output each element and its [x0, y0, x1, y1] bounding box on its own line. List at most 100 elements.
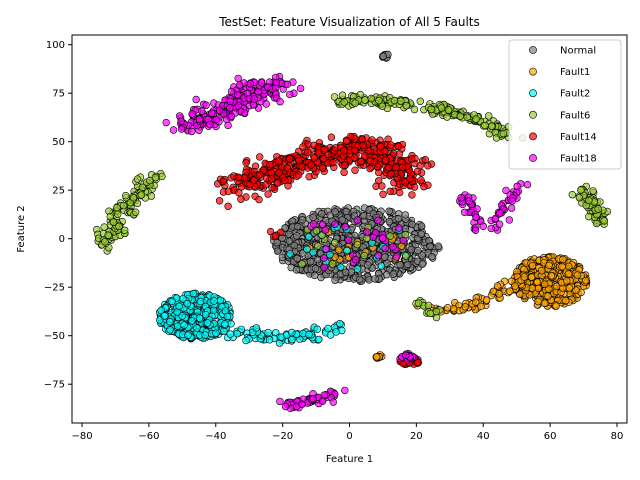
data-point	[336, 263, 345, 271]
legend-marker	[529, 154, 537, 162]
data-point	[162, 118, 170, 127]
data-point	[397, 97, 405, 105]
data-point	[408, 220, 416, 229]
data-point	[188, 110, 196, 118]
data-point	[374, 216, 382, 225]
data-point	[545, 285, 553, 293]
data-point	[564, 270, 573, 278]
data-point	[113, 210, 122, 218]
data-point	[424, 162, 432, 170]
data-point	[378, 234, 387, 242]
legend-label: Fault6	[560, 110, 590, 121]
data-point	[482, 296, 491, 304]
data-point	[168, 297, 176, 305]
data-point	[396, 261, 404, 269]
data-point	[477, 302, 485, 310]
data-point	[507, 204, 516, 212]
data-point	[281, 176, 289, 185]
data-point	[293, 232, 301, 240]
data-point	[131, 208, 140, 216]
x-axis-label: Feature 1	[326, 454, 373, 465]
data-point	[233, 330, 241, 338]
data-point	[174, 322, 182, 330]
data-point	[350, 153, 359, 162]
data-point	[320, 254, 328, 262]
data-point	[499, 129, 508, 138]
data-point	[559, 255, 567, 264]
data-point	[342, 207, 351, 216]
data-point	[589, 187, 597, 195]
data-point	[313, 325, 321, 333]
data-point	[326, 331, 335, 339]
data-point	[203, 319, 212, 327]
data-point	[274, 179, 282, 187]
data-point	[573, 271, 582, 279]
data-point	[357, 157, 365, 166]
data-point	[575, 194, 584, 202]
y-axis: −75 −50 −25 0 25 50 75 100	[44, 40, 72, 391]
data-point	[545, 261, 553, 270]
data-point	[138, 183, 147, 192]
legend-item-fault18: Fault18	[529, 154, 597, 165]
data-point	[562, 277, 571, 285]
legend-marker	[529, 46, 537, 54]
data-point	[305, 233, 313, 241]
data-point	[106, 212, 115, 221]
data-point	[216, 296, 225, 304]
data-point	[383, 271, 391, 279]
data-point	[202, 310, 210, 319]
data-point	[226, 330, 235, 338]
data-point	[298, 260, 306, 268]
data-point	[404, 260, 412, 269]
data-point	[271, 232, 280, 240]
data-point	[209, 306, 218, 314]
data-point	[336, 319, 344, 328]
data-point	[377, 262, 386, 270]
data-point	[227, 320, 235, 328]
data-point	[387, 141, 395, 149]
data-point	[375, 96, 383, 105]
data-point	[394, 215, 403, 223]
data-point	[196, 297, 205, 306]
data-point	[188, 127, 196, 136]
data-point	[366, 157, 374, 165]
data-point	[417, 222, 426, 230]
data-point	[215, 197, 224, 205]
data-point	[137, 191, 146, 199]
data-point	[340, 98, 348, 106]
data-point	[257, 79, 266, 87]
data-point	[283, 164, 292, 172]
data-point	[572, 286, 580, 294]
x-tick-label: 0	[346, 431, 352, 442]
data-point	[133, 175, 142, 183]
data-point	[332, 328, 340, 336]
data-point	[353, 265, 362, 273]
data-point	[385, 207, 393, 215]
data-point	[371, 275, 379, 283]
data-point	[413, 167, 422, 176]
data-point	[502, 186, 510, 195]
chart-title: TestSet: Feature Visualization of All 5 …	[218, 15, 480, 29]
data-point	[540, 280, 549, 288]
y-tick-label: 50	[52, 137, 65, 148]
data-point	[195, 314, 204, 322]
data-point	[273, 239, 281, 247]
data-point	[568, 191, 576, 199]
data-point	[234, 74, 242, 83]
y-tick-label: 25	[52, 186, 65, 197]
data-point	[461, 303, 469, 311]
data-point	[324, 151, 332, 159]
data-point	[177, 125, 186, 133]
data-point	[322, 245, 330, 253]
data-point	[384, 164, 393, 172]
data-point	[151, 173, 160, 182]
data-point	[341, 223, 349, 231]
data-point	[381, 244, 389, 253]
data-point	[402, 351, 410, 360]
data-point	[343, 246, 351, 255]
data-point	[533, 278, 541, 286]
data-point	[335, 246, 343, 254]
series-fault1	[306, 228, 591, 362]
data-point	[296, 84, 305, 93]
y-axis-label: Feature 2	[16, 205, 27, 252]
